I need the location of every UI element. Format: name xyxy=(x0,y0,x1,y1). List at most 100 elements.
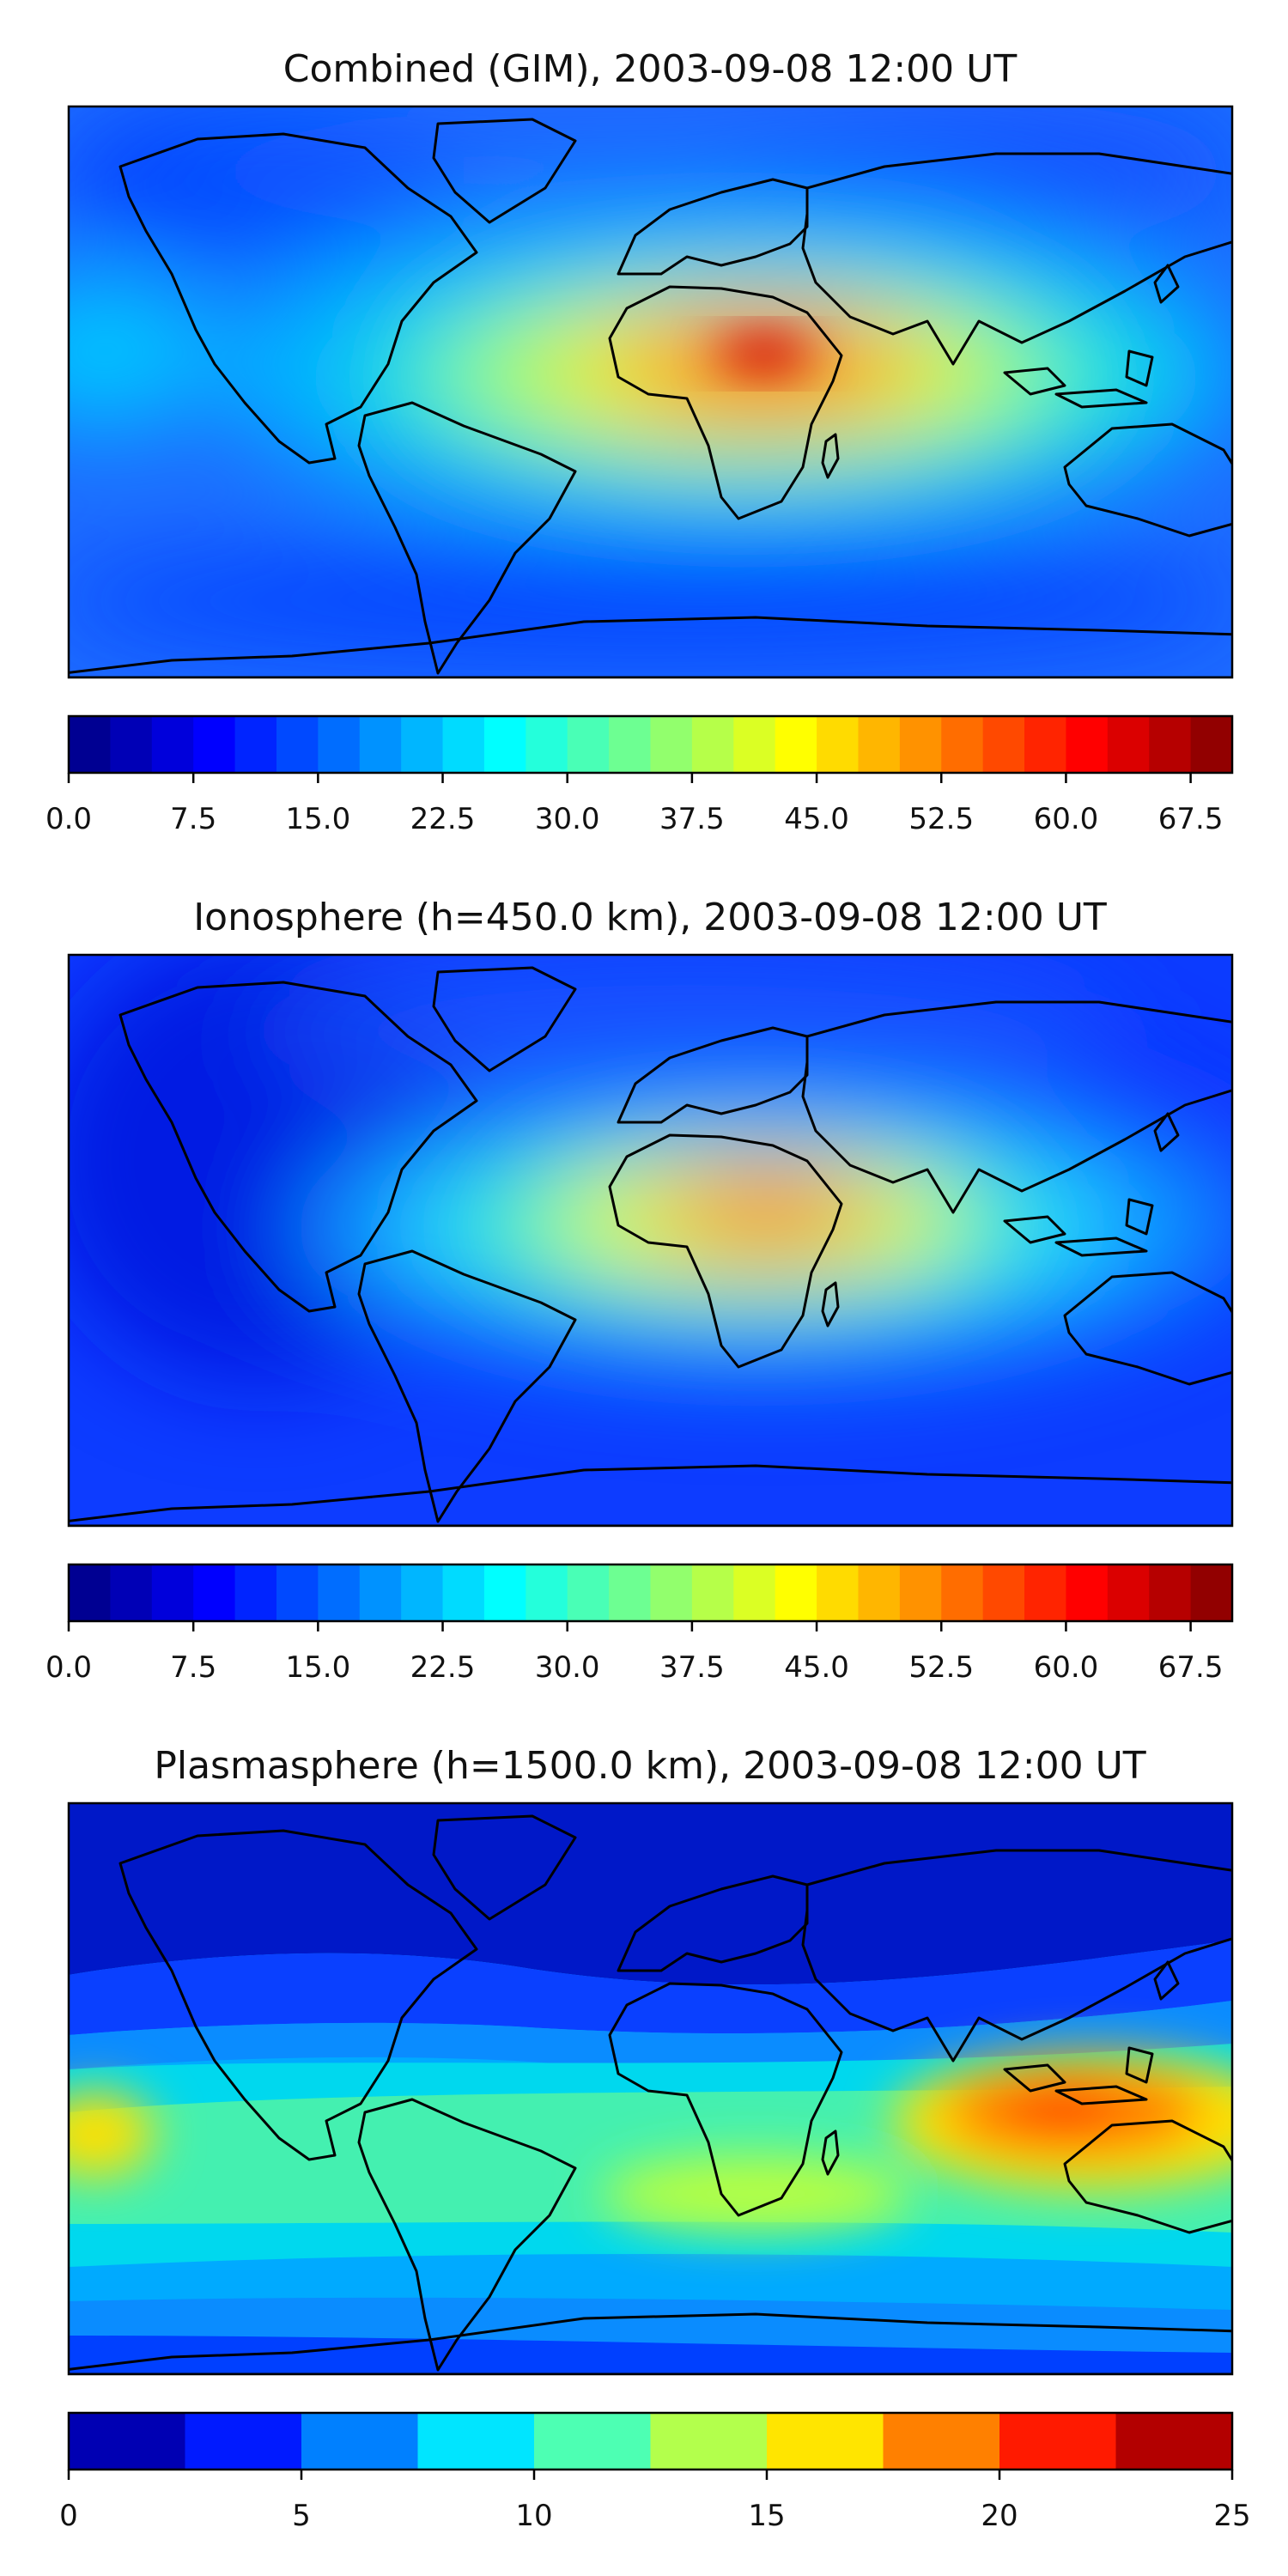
colorbar-swatch xyxy=(1115,2413,1233,2470)
colorbar-tick-label: 37.5 xyxy=(659,802,725,836)
colorbar-swatch xyxy=(526,716,568,773)
colorbar-tick-label: 0 xyxy=(59,2499,78,2533)
colorbar-swatch xyxy=(69,2413,186,2470)
colorbar-swatch xyxy=(151,716,194,773)
colorbar-swatch xyxy=(691,716,734,773)
colorbar-swatch xyxy=(417,2413,535,2470)
colorbar-swatch xyxy=(650,1564,693,1621)
colorbar-swatch xyxy=(401,716,444,773)
colorbar-swatch xyxy=(858,1564,901,1621)
panel-plasmasphere: Plasmasphere (h=1500.0 km), 2003-09-08 1… xyxy=(59,1744,1251,2533)
colorbar-swatch xyxy=(775,716,817,773)
colorbar-swatch xyxy=(609,1564,652,1621)
colorbar-swatch xyxy=(733,716,776,773)
colorbar-swatch xyxy=(483,716,526,773)
colorbar-tick-label: 20 xyxy=(981,2499,1018,2533)
panel-title-combined: Combined (GIM), 2003-09-08 12:00 UT xyxy=(283,47,1018,91)
colorbar-swatch xyxy=(401,1564,444,1621)
colorbar-frame xyxy=(67,714,1234,775)
colorbar-swatch xyxy=(318,716,361,773)
colorbar-swatch xyxy=(899,1564,942,1621)
colorbar-tick-label: 45.0 xyxy=(784,1650,849,1685)
colorbar-tick-label: 0.0 xyxy=(46,1650,92,1685)
colorbar-swatch xyxy=(69,1564,111,1621)
colorbar-swatch xyxy=(483,1564,526,1621)
tec-map-combined xyxy=(69,106,1232,677)
colorbar-ionosphere: 0.0 7.5 15.0 22.5 30.0 37.5 45.0 52.5 60.0 67.5 xyxy=(46,1563,1234,1685)
colorbar-tick-label: 52.5 xyxy=(908,1650,974,1685)
colorbar-tick-label: 15.0 xyxy=(286,1650,351,1685)
colorbar-swatch xyxy=(1066,716,1109,773)
colorbar-swatch xyxy=(691,1564,734,1621)
panel-title-plasmasphere: Plasmasphere (h=1500.0 km), 2003-09-08 1… xyxy=(154,1744,1145,1788)
colorbar-swatch xyxy=(301,2413,419,2470)
panel-title-ionosphere: Ionosphere (h=450.0 km), 2003-09-08 12:0… xyxy=(193,896,1107,939)
colorbar-tick-label: 52.5 xyxy=(908,802,974,836)
colorbar-tick-label: 30.0 xyxy=(535,1650,600,1685)
colorbar-swatch xyxy=(567,1564,610,1621)
colorbar-swatch xyxy=(650,716,693,773)
colorbar-tick-label: 10 xyxy=(515,2499,552,2533)
colorbar-tick-label: 15.0 xyxy=(286,802,351,836)
colorbar-swatch xyxy=(1190,716,1233,773)
colorbar-swatch xyxy=(276,1564,319,1621)
colorbar-swatch xyxy=(567,716,610,773)
colorbar-frame xyxy=(67,2411,1234,2471)
colorbar-plasmasphere: 0 5 10 15 20 25 xyxy=(59,2411,1251,2533)
colorbar-tick-label: 7.5 xyxy=(170,1650,216,1685)
colorbar-swatch xyxy=(234,716,277,773)
panel-ionosphere: Ionosphere (h=450.0 km), 2003-09-08 12:0… xyxy=(46,896,1234,1685)
colorbar-combined: 0.0 7.5 15.0 22.5 30.0 37.5 45.0 52.5 60.0 67.5 xyxy=(46,714,1234,836)
colorbar-swatch xyxy=(1024,716,1067,773)
colorbar-swatch xyxy=(442,716,485,773)
colorbar-tick-label: 67.5 xyxy=(1158,802,1224,836)
tec-map-plasmasphere xyxy=(69,1803,1232,2374)
colorbar-swatch xyxy=(359,716,402,773)
colorbar-swatch xyxy=(1107,716,1150,773)
colorbar-tick-label: 60.0 xyxy=(1034,802,1099,836)
colorbar-swatch xyxy=(110,1564,153,1621)
colorbar-swatch xyxy=(318,1564,361,1621)
colorbar-swatch xyxy=(1024,1564,1067,1621)
colorbar-swatch xyxy=(276,716,319,773)
colorbar-swatch xyxy=(234,1564,277,1621)
colorbar-swatch xyxy=(526,1564,568,1621)
colorbar-swatch xyxy=(534,2413,652,2470)
colorbar-tick-label: 0.0 xyxy=(46,802,92,836)
colorbar-tick-label: 22.5 xyxy=(410,1650,476,1685)
colorbar-swatch xyxy=(185,2413,302,2470)
tec-map-ionosphere xyxy=(69,955,1232,1526)
map-frame-plasmasphere xyxy=(67,1801,1234,2376)
colorbar-swatch xyxy=(359,1564,402,1621)
colorbar-tick-label: 67.5 xyxy=(1158,1650,1224,1685)
map-frame-combined xyxy=(67,105,1234,679)
colorbar-tick-label: 15 xyxy=(748,2499,785,2533)
colorbar-tick-label: 45.0 xyxy=(784,802,849,836)
colorbar-tick-label: 5 xyxy=(292,2499,311,2533)
colorbar-swatch xyxy=(193,1564,236,1621)
colorbar-swatch xyxy=(69,716,111,773)
colorbar-swatch xyxy=(1149,1564,1192,1621)
colorbar-swatch xyxy=(899,716,942,773)
colorbar-tick-label: 30.0 xyxy=(535,802,600,836)
colorbar-frame xyxy=(67,1563,1234,1623)
map-frame-ionosphere xyxy=(67,953,1234,1528)
colorbar-swatch xyxy=(1066,1564,1109,1621)
colorbar-swatch xyxy=(999,2413,1117,2470)
colorbar-tick-label: 22.5 xyxy=(410,802,476,836)
colorbar-swatch xyxy=(941,716,984,773)
colorbar-tick-label: 7.5 xyxy=(170,802,216,836)
colorbar-swatch xyxy=(775,1564,817,1621)
colorbar-swatch xyxy=(733,1564,776,1621)
colorbar-swatch xyxy=(650,2413,768,2470)
panel-combined: Combined (GIM), 2003-09-08 12:00 UT xyxy=(46,47,1234,836)
colorbar-swatch xyxy=(817,1564,860,1621)
colorbar-tick-label: 60.0 xyxy=(1034,1650,1099,1685)
colorbar-swatch xyxy=(442,1564,485,1621)
colorbar-swatch xyxy=(1107,1564,1150,1621)
colorbar-swatch xyxy=(193,716,236,773)
colorbar-swatch xyxy=(858,716,901,773)
colorbar-swatch xyxy=(883,2413,1000,2470)
colorbar-swatch xyxy=(151,1564,194,1621)
